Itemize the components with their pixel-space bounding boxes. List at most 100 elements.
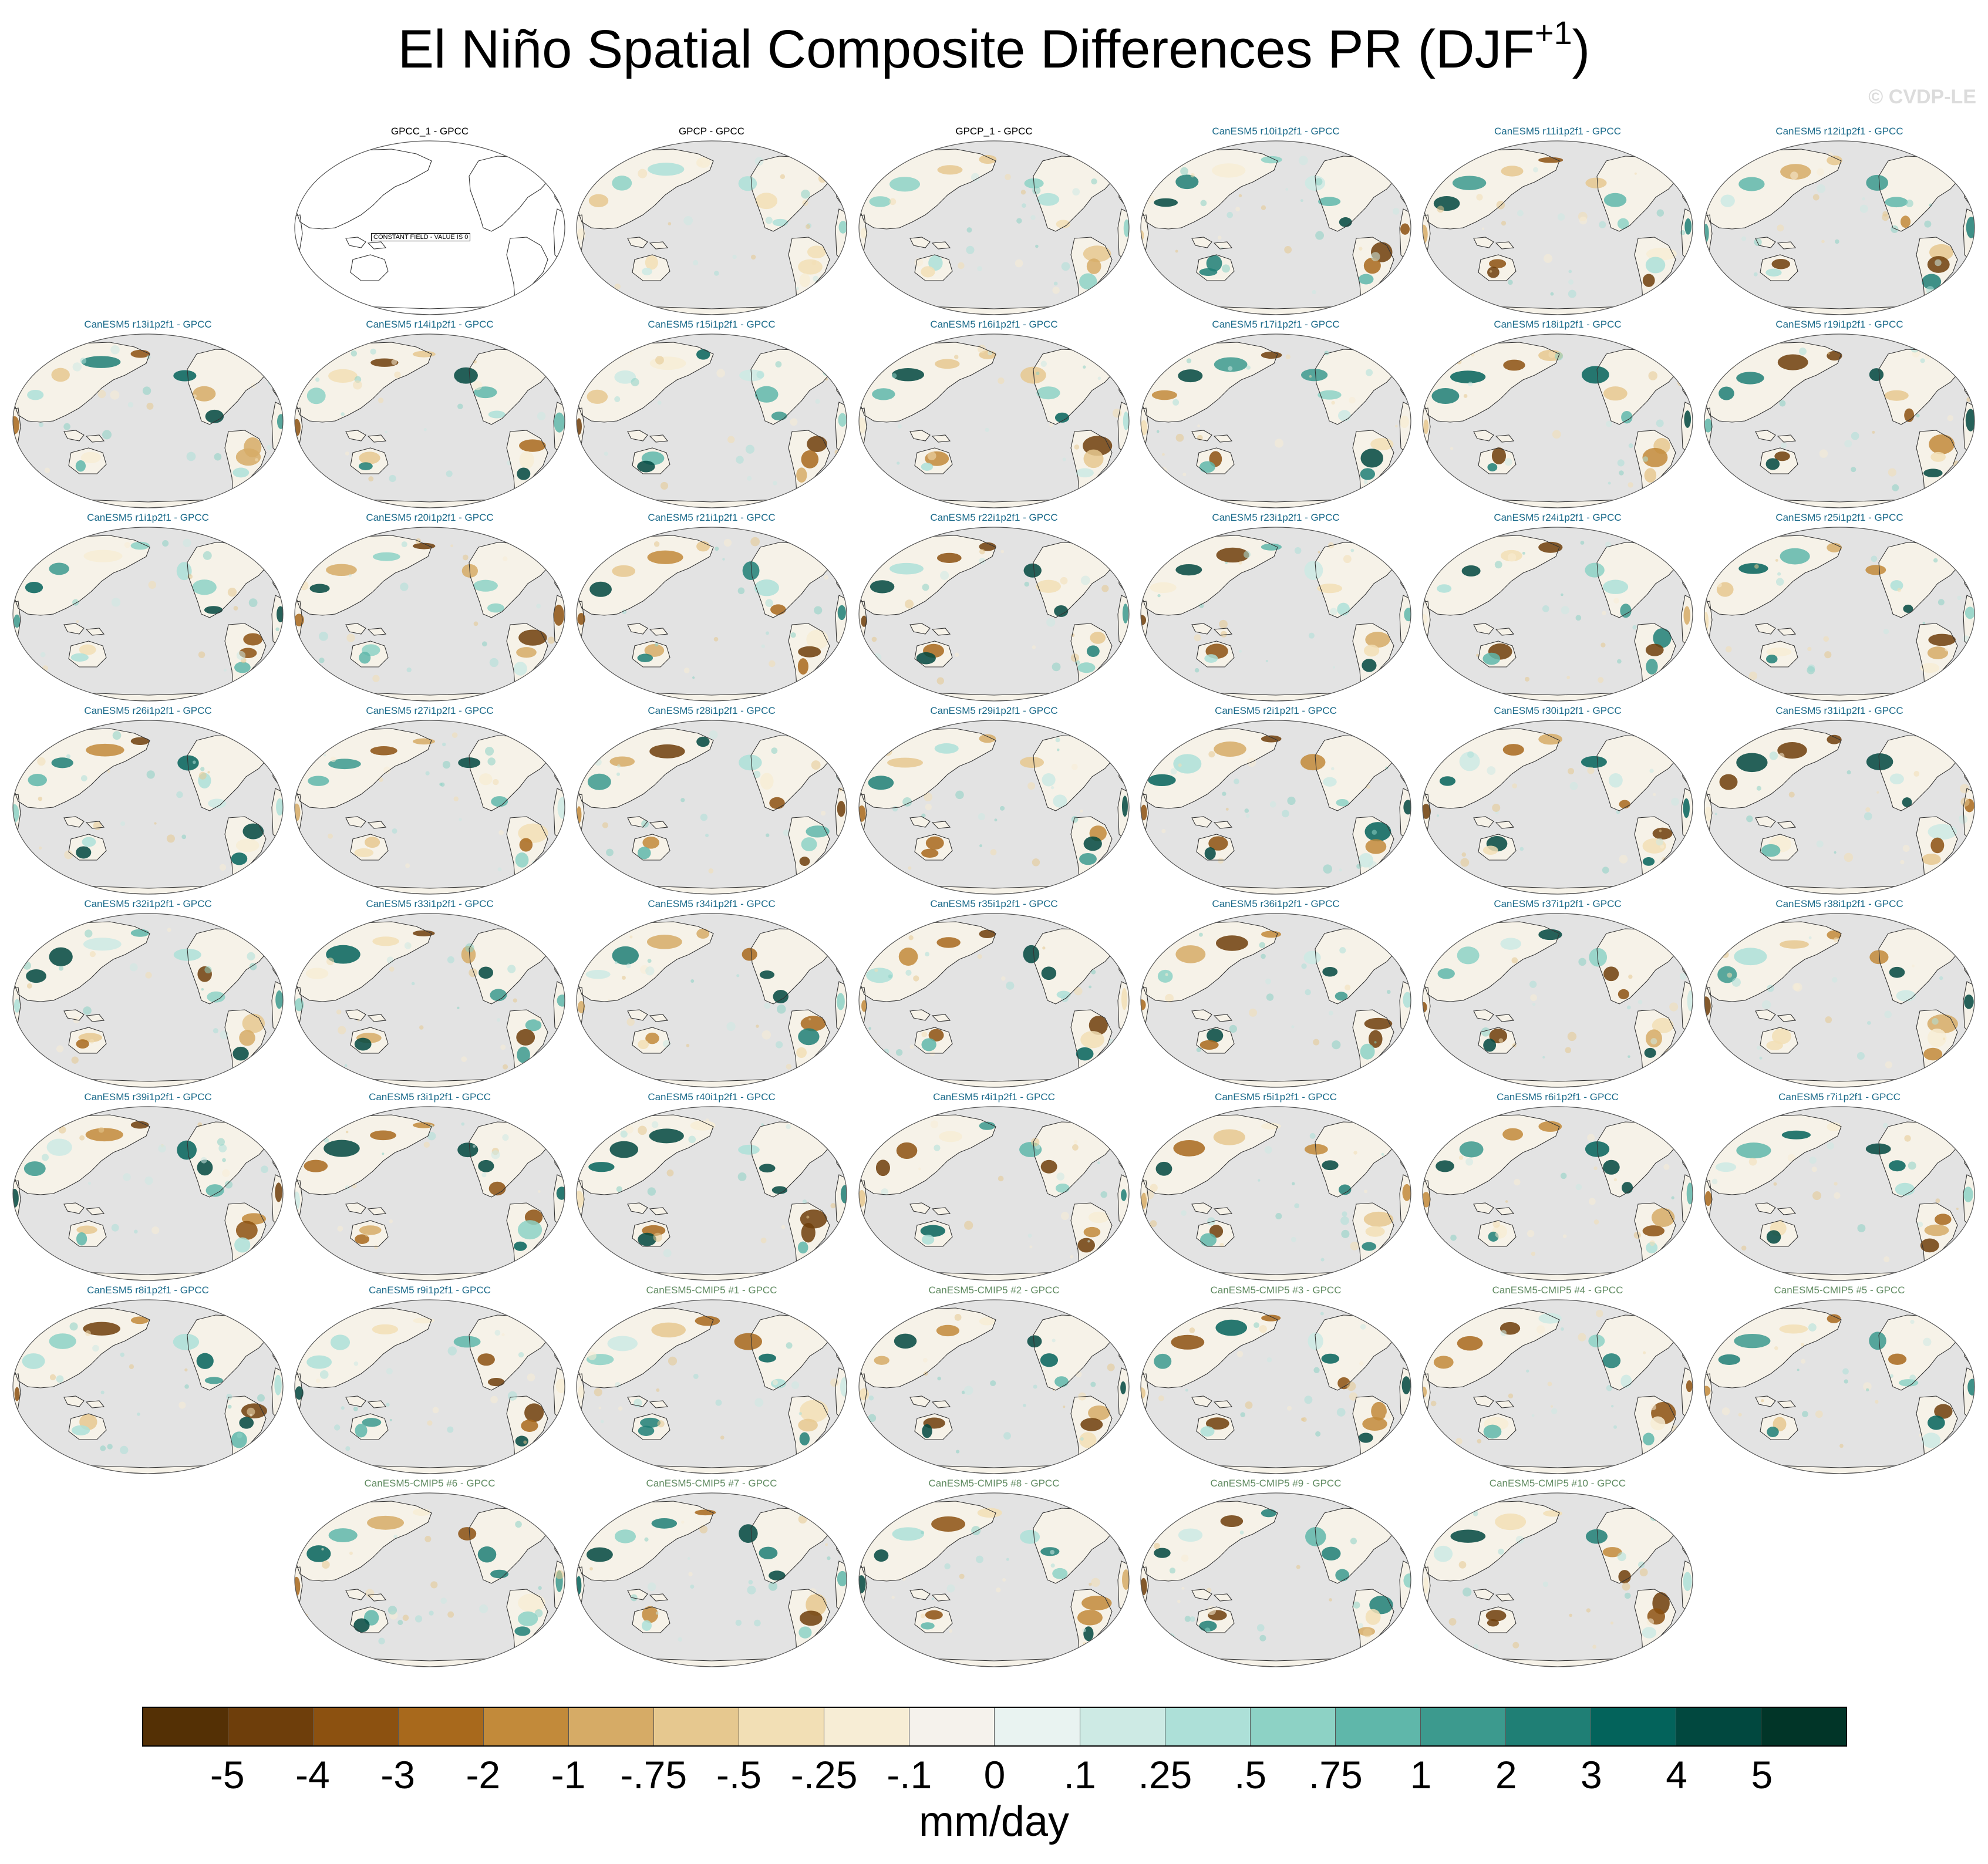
colorbar-tick-label: .5	[1234, 1753, 1267, 1796]
figure-title-close: )	[1572, 19, 1591, 79]
map-panel: CanESM5 r14i1p2f1 - GPCC	[292, 319, 568, 508]
map-panel: CanESM5 r7i1p2f1 - GPCC	[1701, 1091, 1977, 1281]
colorbar-tick-labels: -5 -4 -3 -2 -1 -.75 -.5 -.25 -.1 0 .1 .25 .5 .75 1 2 3 4 5	[142, 1752, 1847, 1799]
world-map	[1140, 913, 1411, 1088]
map-panel: CanESM5-CMIP5 #1 - GPCC	[574, 1285, 850, 1474]
map-panel: CanESM5 r9i1p2f1 - GPCC	[292, 1285, 568, 1474]
world-map	[294, 913, 565, 1088]
map-panel: CanESM5 r15i1p2f1 - GPCC	[574, 319, 850, 508]
map-panel-title: CanESM5 r27i1p2f1 - GPCC	[366, 705, 494, 716]
world-map	[294, 140, 565, 315]
map-panel: GPCP_1 - GPCC	[856, 126, 1132, 315]
world-map	[12, 527, 284, 702]
map-panel-title: CanESM5-CMIP5 #7 - GPCC	[646, 1478, 777, 1489]
world-map	[1704, 1299, 1975, 1474]
map-panel-title: CanESM5 r10i1p2f1 - GPCC	[1212, 126, 1340, 137]
constant-field-label: CONSTANT FIELD - VALUE IS 0	[371, 233, 471, 241]
world-map	[858, 1299, 1130, 1474]
world-map	[12, 1106, 284, 1281]
colorbar-box	[1505, 1708, 1591, 1745]
map-panel-title: CanESM5-CMIP5 #8 - GPCC	[928, 1478, 1060, 1489]
map-panel: CanESM5 r23i1p2f1 - GPCC	[1138, 512, 1414, 702]
map-panel: CanESM5 r6i1p2f1 - GPCC	[1420, 1091, 1696, 1281]
colorbar-tick-label: -5	[210, 1753, 245, 1796]
map-panel-title: CanESM5 r30i1p2f1 - GPCC	[1494, 705, 1622, 716]
colorbar-box	[1676, 1708, 1761, 1745]
world-map	[1422, 720, 1693, 895]
world-map	[1140, 527, 1411, 702]
map-panel-title: GPCP - GPCC	[678, 126, 745, 137]
world-map	[1704, 1106, 1975, 1281]
world-map	[858, 1106, 1130, 1281]
map-panel: CanESM5 r18i1p2f1 - GPCC	[1420, 319, 1696, 508]
colorbar-unit-label: mm/day	[918, 1798, 1070, 1845]
map-panel-title: CanESM5 r19i1p2f1 - GPCC	[1775, 319, 1903, 330]
map-panel: CanESM5 r21i1p2f1 - GPCC	[574, 512, 850, 702]
world-map	[1422, 527, 1693, 702]
colorbar-tick-label: 3	[1581, 1753, 1602, 1796]
map-panel-title: CanESM5-CMIP5 #2 - GPCC	[928, 1285, 1060, 1296]
map-panel: CanESM5-CMIP5 #4 - GPCC	[1420, 1285, 1696, 1474]
colorbar-tick-label: 5	[1751, 1753, 1773, 1796]
colorbar-tick-label: -1	[551, 1753, 586, 1796]
map-panel-title: CanESM5 r18i1p2f1 - GPCC	[1494, 319, 1622, 330]
colorbar-box	[143, 1708, 229, 1745]
world-map	[294, 720, 565, 895]
colorbar-box	[824, 1708, 910, 1745]
map-panel-title: CanESM5-CMIP5 #1 - GPCC	[646, 1285, 777, 1296]
colorbar-tick-label: -2	[466, 1753, 501, 1796]
map-panel-title: GPCP_1 - GPCC	[955, 126, 1033, 137]
map-panel-title: CanESM5-CMIP5 #5 - GPCC	[1774, 1285, 1905, 1296]
colorbar-box	[1591, 1708, 1676, 1745]
world-map	[294, 333, 565, 508]
colorbar-box	[314, 1708, 399, 1745]
world-map	[294, 1106, 565, 1281]
colorbar-tick-label: 2	[1495, 1753, 1517, 1796]
colorbar-tick-label: 0	[983, 1753, 1006, 1796]
colorbar-boxes	[142, 1707, 1847, 1747]
colorbar-box	[1080, 1708, 1165, 1745]
colorbar-tick-label: -.25	[790, 1753, 858, 1796]
watermark: © CVDP-LE	[1868, 86, 1976, 108]
colorbar-box	[1761, 1708, 1846, 1745]
map-panel: CanESM5 r36i1p2f1 - GPCC	[1138, 898, 1414, 1088]
map-panel: CanESM5-CMIP5 #6 - GPCC	[292, 1478, 568, 1667]
map-panel: CanESM5 r31i1p2f1 - GPCC	[1701, 705, 1977, 895]
world-map	[576, 527, 847, 702]
map-panel-title: CanESM5 r20i1p2f1 - GPCC	[366, 512, 494, 523]
world-map	[858, 1492, 1130, 1667]
world-map	[858, 720, 1130, 895]
map-panel: CanESM5 r28i1p2f1 - GPCC	[574, 705, 850, 895]
map-panel-title: CanESM5 r36i1p2f1 - GPCC	[1212, 898, 1340, 909]
map-panel-title: CanESM5 r11i1p2f1 - GPCC	[1494, 126, 1622, 137]
map-panel: CanESM5 r22i1p2f1 - GPCC	[856, 512, 1132, 702]
map-panel-title: CanESM5 r15i1p2f1 - GPCC	[648, 319, 776, 330]
map-panel: CanESM5 r39i1p2f1 - GPCC	[10, 1091, 286, 1281]
map-panel-title: CanESM5 r35i1p2f1 - GPCC	[930, 898, 1058, 909]
colorbar-box	[995, 1708, 1080, 1745]
colorbar-box	[1165, 1708, 1251, 1745]
map-panel: CanESM5 r16i1p2f1 - GPCC	[856, 319, 1132, 508]
world-map	[12, 720, 284, 895]
figure-title-main: El Niño Spatial Composite Differences PR…	[397, 19, 1535, 79]
map-panel-title: GPCC_1 - GPCC	[390, 126, 469, 137]
colorbar-tick-label: .25	[1138, 1753, 1192, 1796]
map-panel-title: CanESM5 r28i1p2f1 - GPCC	[648, 705, 776, 716]
colorbar-tick-label: 4	[1666, 1753, 1687, 1796]
world-map	[12, 333, 284, 508]
world-map	[1140, 1106, 1411, 1281]
colorbar-box	[569, 1708, 655, 1745]
map-panel-title: CanESM5 r3i1p2f1 - GPCC	[369, 1091, 491, 1103]
world-map	[1140, 140, 1411, 315]
map-panel: GPCC_1 - GPCC CONSTANT FIELD - VALUE IS 0	[292, 126, 568, 315]
map-panel: CanESM5 r24i1p2f1 - GPCC	[1420, 512, 1696, 702]
world-map	[1140, 1492, 1411, 1667]
map-panel: CanESM5 r20i1p2f1 - GPCC	[292, 512, 568, 702]
world-map	[1422, 1492, 1693, 1667]
colorbar-tick-label: .75	[1308, 1753, 1363, 1796]
world-map	[576, 720, 847, 895]
world-map	[1140, 720, 1411, 895]
map-panel: CanESM5-CMIP5 #7 - GPCC	[574, 1478, 850, 1667]
map-panel-title: CanESM5 r13i1p2f1 - GPCC	[84, 319, 212, 330]
map-panel: CanESM5 r10i1p2f1 - GPCC	[1138, 126, 1414, 315]
